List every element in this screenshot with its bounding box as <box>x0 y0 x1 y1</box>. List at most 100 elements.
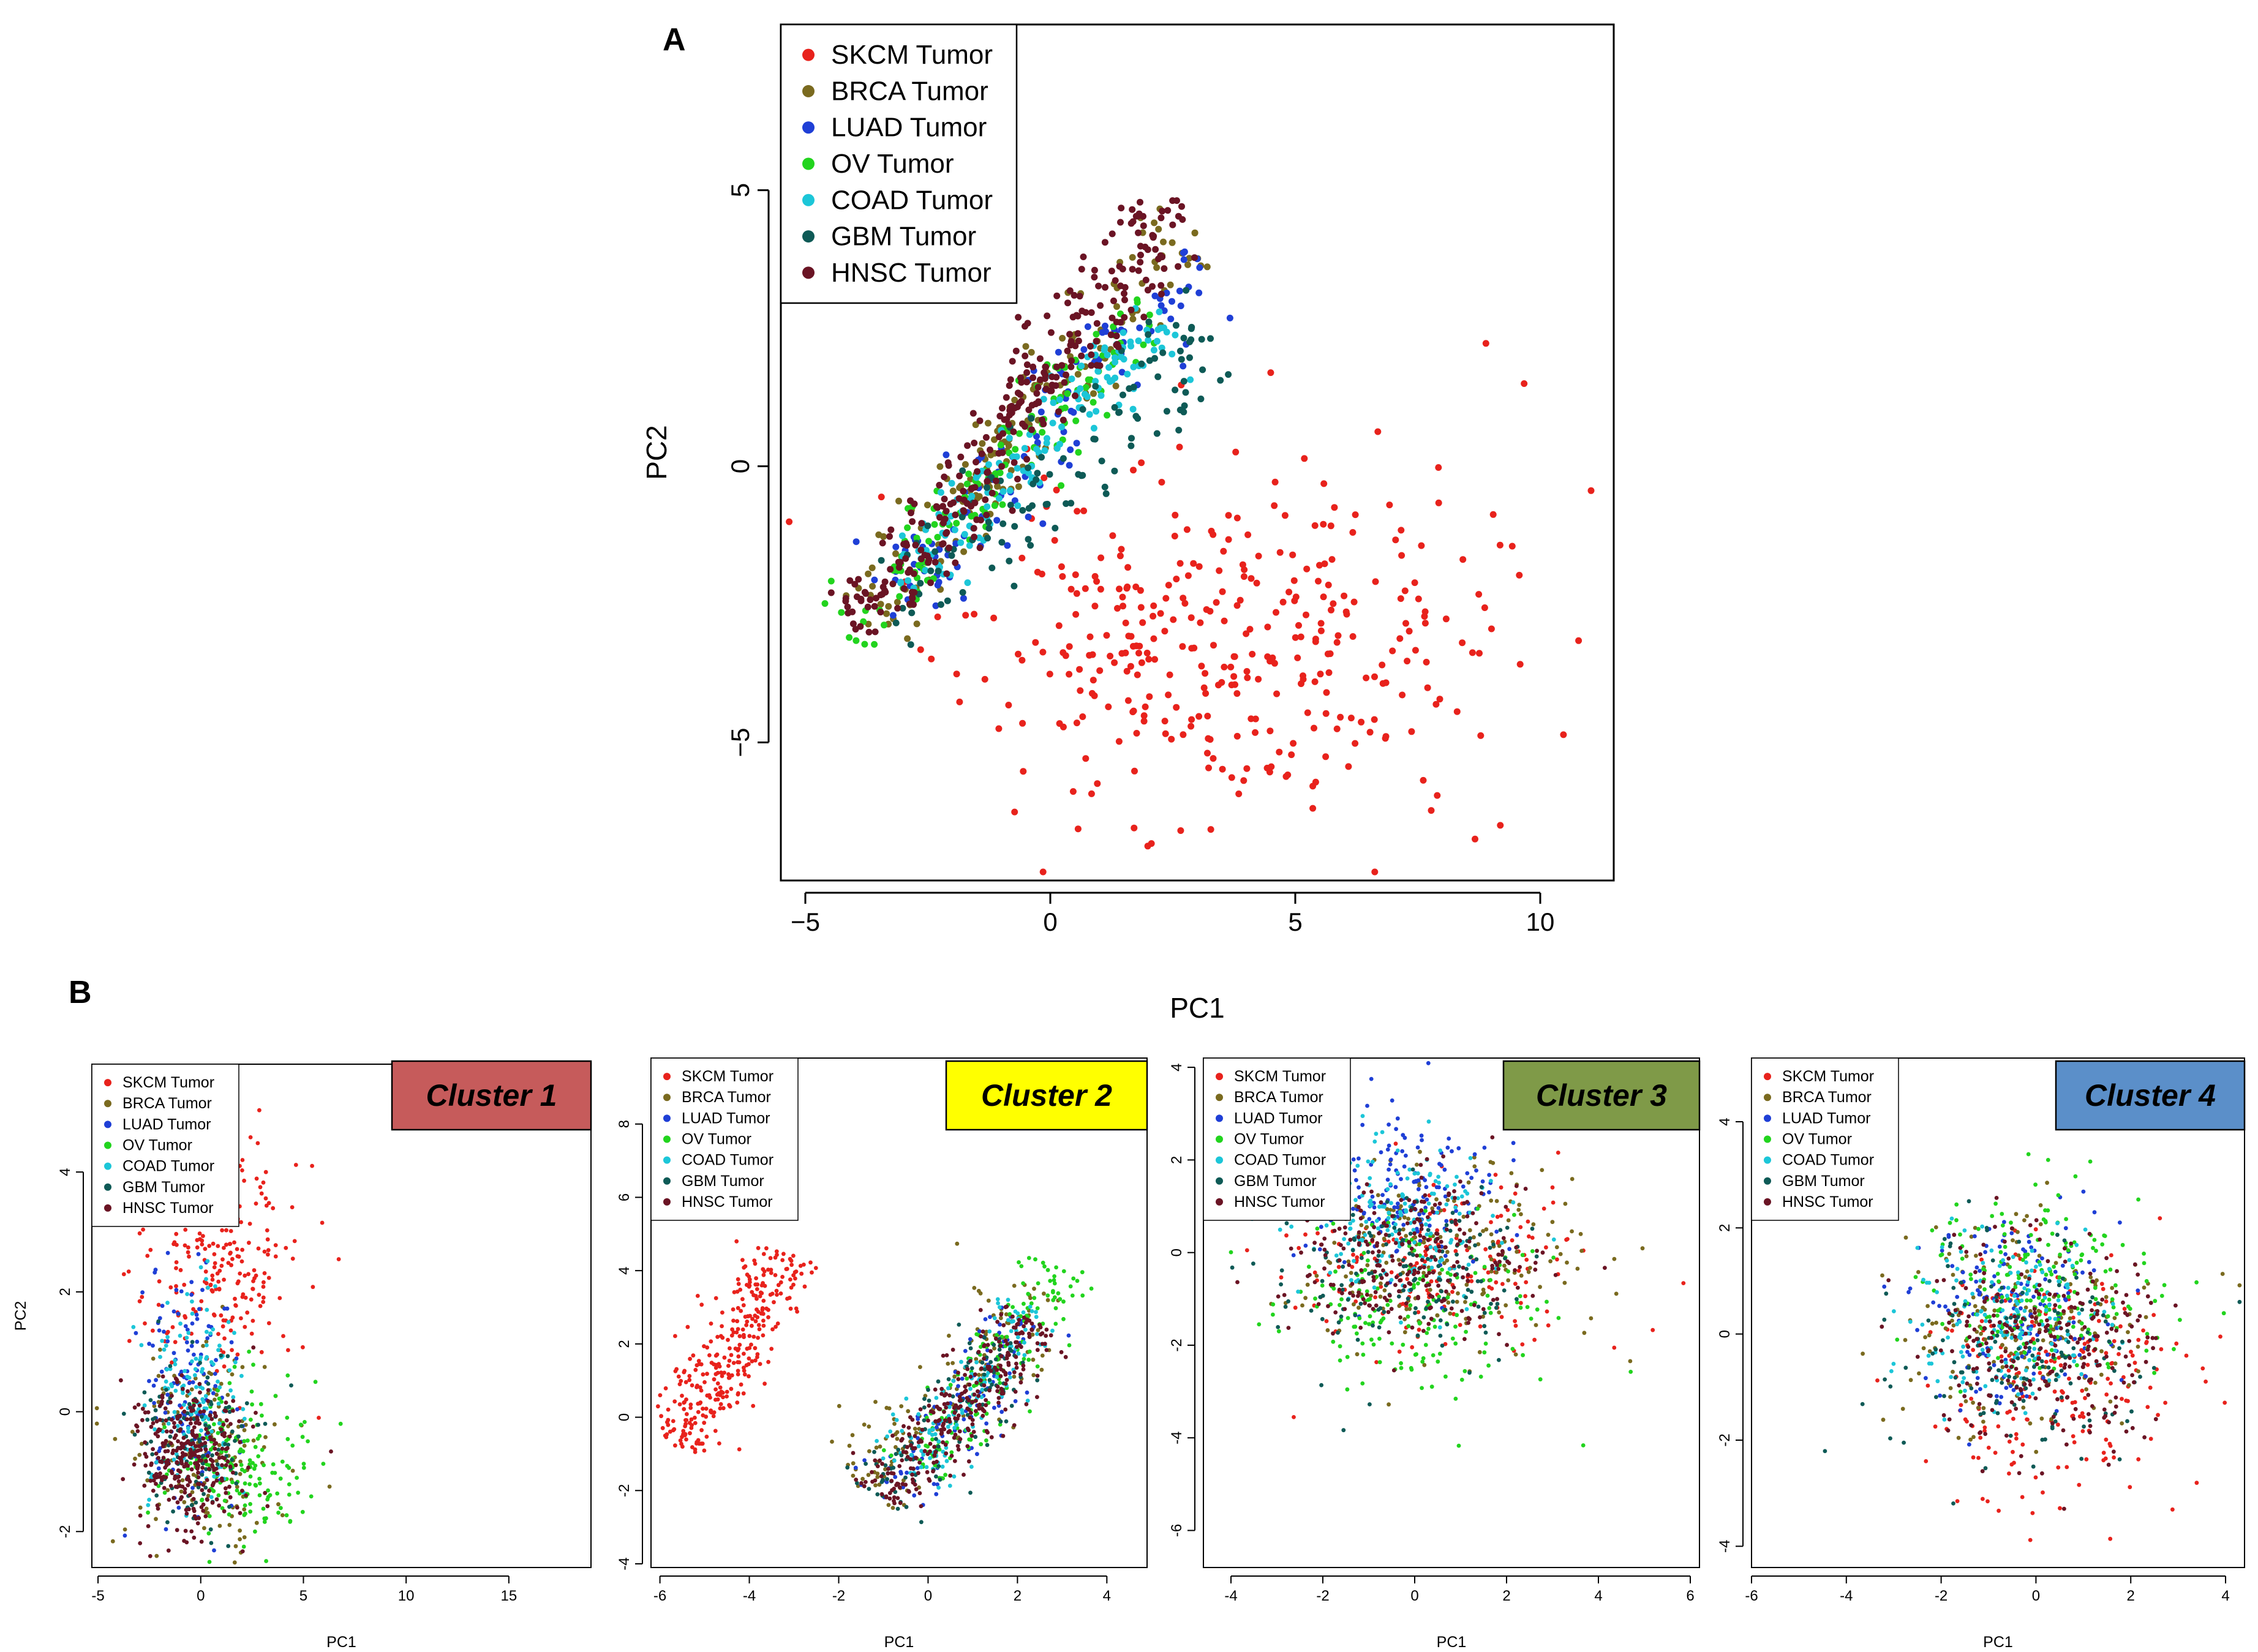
data-point <box>172 1410 177 1414</box>
data-point <box>721 1395 725 1400</box>
data-point <box>152 1401 157 1405</box>
x-axis: −5 0 5 10 <box>791 892 1554 936</box>
data-point <box>1013 453 1020 460</box>
y-tick-label: 8 <box>616 1120 633 1128</box>
data-point <box>966 1459 971 1464</box>
data-point <box>188 1417 193 1422</box>
data-point <box>802 1284 807 1289</box>
data-point <box>720 1324 724 1329</box>
data-point <box>211 1391 216 1395</box>
data-point <box>1115 738 1123 745</box>
data-point <box>1046 471 1053 478</box>
data-point <box>164 1439 168 1443</box>
data-point <box>944 1353 949 1357</box>
data-point <box>1014 1331 1019 1336</box>
data-point <box>1157 302 1165 309</box>
legend-marker <box>663 1156 671 1164</box>
data-point <box>1138 360 1145 367</box>
data-point <box>1551 1237 1556 1242</box>
data-point <box>1518 1305 1523 1310</box>
data-point <box>1556 1151 1560 1155</box>
data-point <box>1257 1322 1262 1327</box>
data-point <box>134 1331 138 1335</box>
data-point <box>910 1477 915 1482</box>
data-point <box>1012 1375 1017 1379</box>
data-point <box>753 1358 758 1363</box>
data-point <box>139 1441 144 1446</box>
data-point <box>203 1269 208 1274</box>
data-point <box>889 612 897 619</box>
data-point <box>1551 1255 1556 1260</box>
data-point <box>1016 1321 1020 1326</box>
data-point <box>866 1473 871 1477</box>
data-point <box>1455 1313 1459 1318</box>
data-point <box>1457 1211 1462 1216</box>
data-point <box>1366 729 1374 736</box>
data-point <box>1524 1258 1529 1262</box>
data-point <box>1029 374 1037 381</box>
data-point <box>1058 423 1065 430</box>
data-point <box>910 1472 914 1477</box>
y-tick-label: 0 <box>726 459 755 473</box>
data-point <box>1382 1288 1387 1293</box>
data-point <box>1472 1235 1476 1240</box>
data-point <box>1436 1359 1440 1364</box>
data-point <box>949 487 957 495</box>
data-point <box>1052 1274 1056 1278</box>
data-point <box>883 1467 887 1471</box>
data-point <box>956 1370 960 1375</box>
data-point <box>846 634 853 641</box>
data-point <box>198 1237 202 1242</box>
data-point <box>1047 329 1055 336</box>
data-point <box>736 1372 740 1376</box>
data-point <box>984 1387 988 1392</box>
data-point <box>1009 1320 1014 1324</box>
data-point <box>861 640 868 648</box>
data-point <box>997 1339 1001 1344</box>
data-point <box>931 558 939 566</box>
data-point <box>1080 253 1087 260</box>
data-point <box>1427 1223 1432 1228</box>
data-point <box>1477 732 1485 739</box>
data-point <box>1397 1350 1402 1354</box>
data-point <box>1039 648 1047 656</box>
data-point <box>957 1323 962 1327</box>
data-point <box>729 1333 734 1338</box>
data-point <box>895 564 903 571</box>
data-point <box>979 1395 984 1400</box>
data-point <box>1150 635 1157 642</box>
data-point <box>1085 376 1092 383</box>
data-point <box>206 1466 211 1471</box>
data-point <box>1333 725 1341 732</box>
data-point <box>1013 1399 1018 1403</box>
data-point <box>285 1436 290 1441</box>
data-point <box>1058 1297 1063 1302</box>
data-point <box>1131 767 1138 775</box>
data-point <box>164 1527 168 1531</box>
data-point <box>788 1277 792 1282</box>
data-point <box>1241 566 1248 573</box>
data-point <box>947 1484 952 1488</box>
data-point <box>1252 729 1259 736</box>
data-point <box>1440 1258 1445 1262</box>
data-point <box>1122 619 1129 626</box>
y-tick-label: 4 <box>57 1168 73 1176</box>
data-point <box>999 1410 1004 1414</box>
data-point <box>988 489 996 497</box>
data-point <box>1395 1148 1400 1153</box>
data-point <box>942 1410 946 1414</box>
data-point <box>172 1425 177 1430</box>
data-point <box>1198 336 1205 343</box>
data-point <box>1278 1227 1282 1232</box>
data-point <box>1067 338 1075 345</box>
data-point <box>810 1270 814 1275</box>
data-point <box>159 1475 164 1480</box>
data-point <box>1225 512 1232 519</box>
data-point <box>747 1374 751 1379</box>
x-tick-label: -2 <box>832 1588 845 1604</box>
data-point <box>208 1435 213 1440</box>
data-point <box>1025 406 1033 413</box>
data-point <box>1319 1225 1323 1230</box>
data-point <box>753 1319 758 1324</box>
data-point <box>1015 483 1022 490</box>
